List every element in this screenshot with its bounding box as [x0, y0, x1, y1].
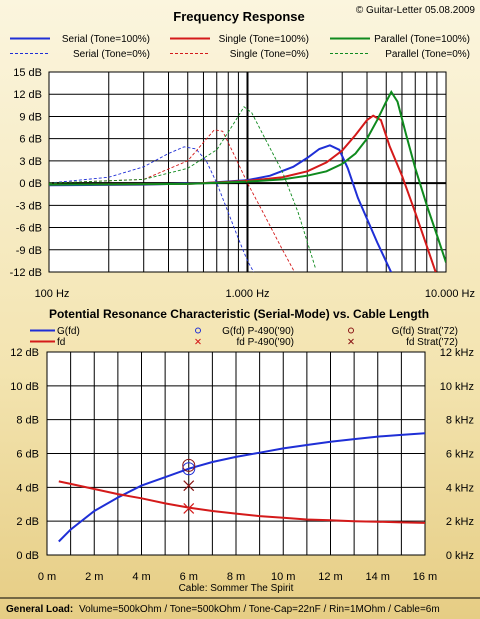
chart2-x-tick-label: 12 m: [318, 571, 342, 583]
chart2-x-axis-label: Cable: Sommer The Spirit: [179, 583, 294, 594]
chart1-series-line-2: [49, 90, 446, 263]
chart1-series-line-5: [49, 106, 316, 269]
chart2-y-tick-label: 10 dB: [10, 381, 39, 393]
chart2-legend-label: G(fd): [57, 326, 80, 337]
chart1-legend-label: Serial (Tone=0%): [73, 49, 150, 60]
chart2-x-tick-label: 2 m: [85, 571, 103, 583]
chart1-title: Frequency Response: [173, 9, 305, 24]
chart2-y2-tick-label: 6 kHz: [446, 449, 474, 461]
chart2-legend-label: fd: [57, 337, 65, 348]
chart2-x-tick-label: 14 m: [366, 571, 390, 583]
chart2-markers: [182, 458, 196, 514]
chart1-y-tick-label: 6 dB: [19, 134, 42, 146]
chart1-y-tick-label: 9 dB: [19, 111, 42, 123]
chart1-series: [49, 90, 446, 272]
chart1-y-tick-label: -12 dB: [10, 267, 42, 279]
chart2-x-tick-label: 10 m: [271, 571, 295, 583]
chart2-y2-tick-label: 4 kHz: [446, 482, 474, 494]
chart2-marker-x: [183, 480, 195, 492]
chart1-legend: Serial (Tone=100%) Single (Tone=100%) Para…: [10, 34, 470, 60]
chart1-y-tick-label: 3 dB: [19, 156, 42, 168]
chart2-y-tick-label: 2 dB: [16, 516, 39, 528]
chart1-x-tick-labels: 100 Hz 1.000 Hz 10.000 Hz: [35, 288, 475, 300]
chart1-y-tick-label: 15 dB: [13, 67, 42, 79]
chart2-series-line-0: [58, 432, 426, 543]
footer-text: Volume=500kOhm / Tone=500kOhm / Tone-Cap…: [79, 604, 440, 615]
chart2-legend-marker-x: [348, 338, 354, 345]
chart2-legend-marker-label: fd P-490('90): [237, 337, 295, 348]
chart1-y-tick-label: -3 dB: [16, 200, 42, 212]
chart2-x-tick-label: 16 m: [413, 571, 437, 583]
chart1-x-tick-label: 100 Hz: [35, 288, 70, 300]
chart1-series-line-3: [49, 146, 255, 272]
chart2-y-tick-labels: 0 dB 2 dB 4 dB 6 dB 8 dB 10 dB 12 dB: [10, 347, 39, 562]
chart2-legend-marker-circle: [348, 327, 354, 334]
copyright-text: © Guitar-Letter 05.08.2009: [356, 5, 476, 16]
chart1-legend-label: Single (Tone=0%): [230, 49, 309, 60]
chart1-y-tick-label: 0 dB: [19, 178, 42, 190]
chart1-legend-label: Single (Tone=100%): [219, 34, 309, 45]
chart2-y2-tick-label: 0 kHz: [446, 550, 474, 562]
chart2-y2-tick-label: 8 kHz: [446, 415, 474, 427]
chart1-series-line-4: [49, 129, 296, 272]
chart1-legend-label: Parallel (Tone=0%): [385, 49, 470, 60]
chart1-x-tick-label: 10.000 Hz: [425, 288, 475, 300]
chart2-marker-circle: [182, 458, 196, 472]
footer: General Load: Volume=500kOhm / Tone=500k…: [6, 604, 440, 615]
chart1-y-tick-label: -9 dB: [16, 245, 42, 257]
chart2-y2-tick-label: 12 kHz: [440, 347, 474, 359]
chart2-x-tick-label: 0 m: [38, 571, 56, 583]
chart2-legend-marker-label: fd Strat('72): [406, 337, 458, 348]
footer-label: General Load:: [6, 604, 73, 615]
chart2-marker-circle: [182, 462, 196, 476]
chart2-series-line-1: [58, 480, 426, 524]
chart1-legend-label: Serial (Tone=100%): [62, 34, 150, 45]
chart2-y-tick-label: 4 dB: [16, 482, 39, 494]
chart2-legend-marker-circle: [195, 327, 201, 334]
chart2-x-tick-label: 4 m: [132, 571, 150, 583]
chart2-title: Potential Resonance Characteristic (Seri…: [49, 307, 429, 321]
chart2-y2-tick-label: 2 kHz: [446, 516, 474, 528]
chart1-y-tick-label: 12 dB: [13, 89, 42, 101]
chart2-y-tick-label: 12 dB: [10, 347, 39, 359]
chart2-y-tick-label: 6 dB: [16, 449, 39, 461]
chart2-y-tick-label: 8 dB: [16, 415, 39, 427]
chart1-y-tick-label: -6 dB: [16, 223, 42, 235]
chart2-legend: G(fd)fdG(fd) P-490('90) G(fd) Strat('72)f…: [30, 326, 458, 348]
chart2-x-tick-label: 8 m: [227, 571, 245, 583]
chart2-x-tick-label: 6 m: [180, 571, 198, 583]
chart2-series: [58, 432, 426, 543]
chart2-legend-marker-label: G(fd) P-490('90): [222, 326, 294, 337]
chart2-legend-marker-label: G(fd) Strat('72): [392, 326, 458, 337]
chart1-x-tick-label: 1.000 Hz: [225, 288, 269, 300]
chart2-legend-marker-x: [195, 338, 201, 345]
chart2-y2-tick-labels: 0 kHz 2 kHz 4 kHz 6 kHz 8 kHz 10 kHz 12 kHz: [440, 347, 474, 562]
chart2-y-tick-label: 0 dB: [16, 550, 39, 562]
chart1-legend-label: Parallel (Tone=100%): [374, 34, 470, 45]
chart2-x-tick-labels: 0 m 2 m 4 m 6 m 8 m 10 m 12 m 14 m 16 m: [38, 571, 437, 583]
chart2-y2-tick-label: 10 kHz: [440, 381, 474, 393]
chart1-series-line-1: [49, 114, 437, 272]
chart1-y-tick-labels: -12 dB -9 dB -6 dB -3 dB 0 dB 3 dB 6 dB 9 dB 12 …: [10, 67, 42, 279]
chart2-marker-x: [183, 503, 195, 514]
